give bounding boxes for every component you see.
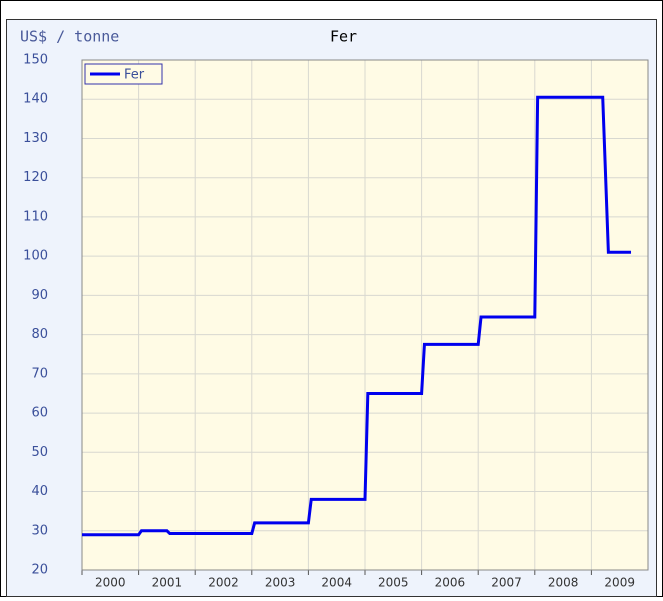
y-tick-label: 50 (31, 445, 48, 460)
x-tick-label: 2005 (378, 576, 409, 590)
y-tick-label: 70 (31, 366, 48, 381)
y-tick-label: 110 (23, 209, 48, 224)
y-tick-label: 150 (23, 53, 48, 68)
y-tick-label: 20 (31, 563, 48, 578)
x-tick-label: 2001 (152, 576, 183, 590)
y-tick-label: 100 (23, 249, 48, 264)
y-tick-label: 130 (23, 131, 48, 146)
y-tick-label: 140 (23, 92, 48, 107)
legend-box (84, 63, 163, 85)
chart-title: Fer (330, 28, 357, 46)
y-tick-label: 60 (31, 406, 48, 421)
x-tick-label: 2002 (208, 576, 239, 590)
y-axis-label: US$ / tonne (20, 28, 119, 46)
x-tick-label: 2003 (265, 576, 296, 590)
legend-label: Fer (124, 68, 145, 83)
y-tick-label: 40 (31, 484, 48, 499)
y-tick-label: 30 (31, 523, 48, 538)
y-tick-label: 120 (23, 170, 48, 185)
y-tick-label: 90 (31, 288, 48, 303)
x-tick-label: 2009 (604, 576, 635, 590)
x-tick-label: 2004 (321, 576, 352, 590)
x-tick-label: 2000 (95, 576, 126, 590)
y-tick-label: 80 (31, 327, 48, 342)
x-tick-label: 2006 (435, 576, 466, 590)
x-tick-label: 2007 (491, 576, 522, 590)
x-tick-label: 2008 (548, 576, 579, 590)
plot-border (81, 59, 649, 571)
data-line (82, 95, 632, 537)
